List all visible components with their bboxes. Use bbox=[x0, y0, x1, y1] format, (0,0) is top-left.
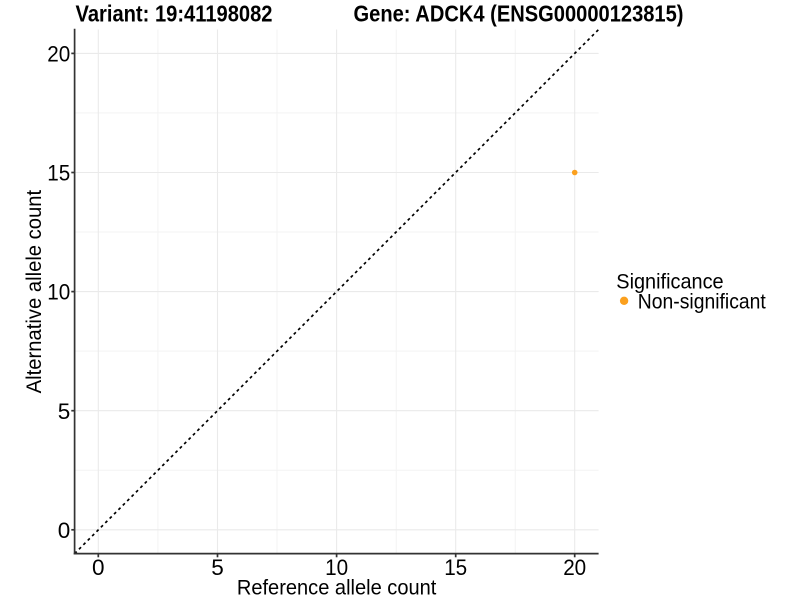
svg-text:20: 20 bbox=[563, 555, 586, 580]
svg-text:20: 20 bbox=[47, 42, 70, 67]
svg-text:15: 15 bbox=[444, 555, 467, 580]
svg-text:Non-significant: Non-significant bbox=[638, 290, 766, 313]
svg-text:0: 0 bbox=[58, 518, 71, 543]
svg-text:10: 10 bbox=[325, 555, 348, 580]
svg-text:5: 5 bbox=[58, 399, 71, 424]
svg-text:5: 5 bbox=[211, 555, 224, 580]
svg-text:15: 15 bbox=[47, 161, 70, 186]
svg-text:0: 0 bbox=[92, 555, 105, 580]
svg-text:Gene: ADCK4 (ENSG00000123815): Gene: ADCK4 (ENSG00000123815) bbox=[354, 1, 684, 27]
svg-text:Variant: 19:41198082: Variant: 19:41198082 bbox=[76, 1, 273, 27]
svg-text:10: 10 bbox=[47, 280, 70, 305]
svg-text:Reference allele count: Reference allele count bbox=[237, 576, 437, 599]
svg-text:Alternative allele count: Alternative allele count bbox=[23, 190, 46, 394]
svg-text:Significance: Significance bbox=[616, 271, 723, 294]
